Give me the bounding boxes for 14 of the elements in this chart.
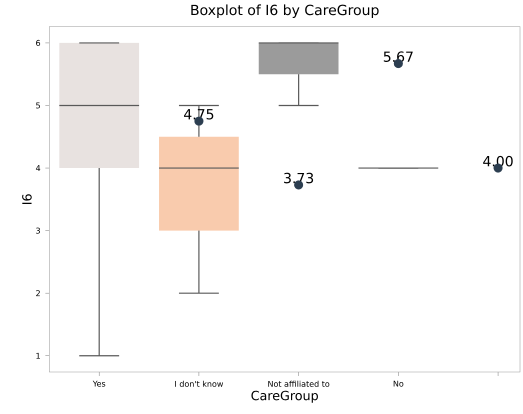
y-axis-title: I6 xyxy=(22,194,32,204)
chart-title: Boxplot of I6 by CareGroup xyxy=(191,4,379,18)
y-tick-label: 2 xyxy=(36,290,40,296)
y-tick-label: 5 xyxy=(36,102,40,108)
x-tick-label: Yes xyxy=(92,380,106,387)
data-label: 3.73 xyxy=(284,172,314,184)
x-axis-title: CareGroup xyxy=(251,390,318,403)
x-tick-label: I don't know xyxy=(175,380,224,387)
x-tick-label: No xyxy=(394,380,404,387)
x-tick-label: Not affiliated to xyxy=(268,380,330,387)
y-tick-label: 3 xyxy=(36,228,40,234)
y-tick-label: 6 xyxy=(36,40,40,46)
y-tick-label: 1 xyxy=(36,352,40,359)
y-tick-label: 4 xyxy=(36,165,40,171)
